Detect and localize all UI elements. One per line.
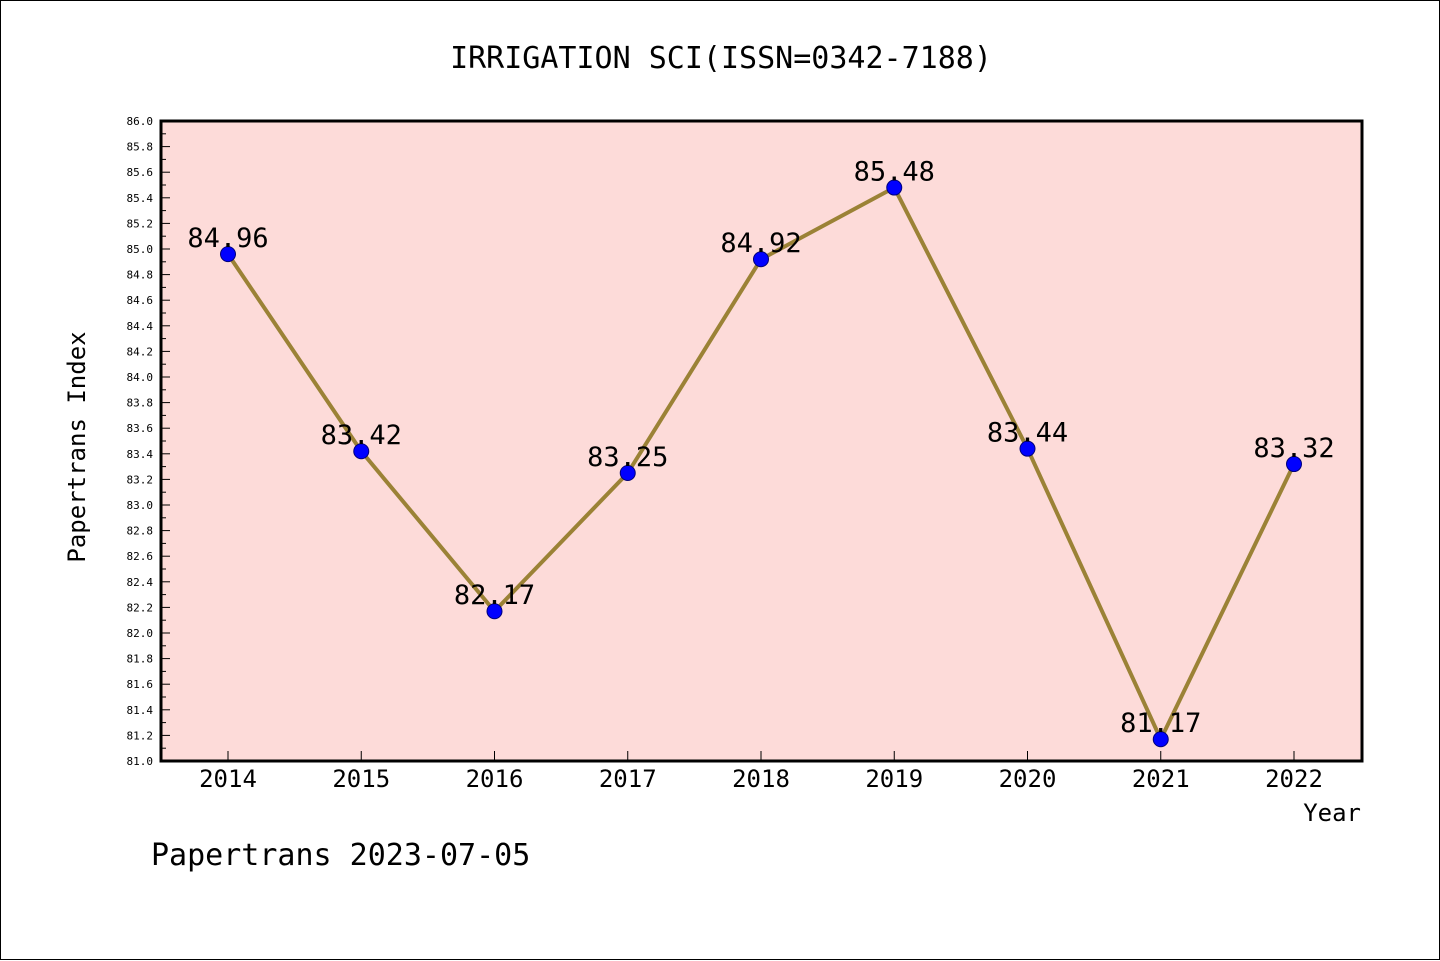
data-label: 85.48	[854, 157, 935, 188]
x-tick-label: 2015	[332, 765, 390, 793]
data-label: 84.96	[187, 223, 268, 254]
y-tick-label: 84.6	[127, 294, 154, 307]
data-label: 81.17	[1120, 708, 1201, 739]
y-tick-label: 86.0	[127, 115, 154, 128]
data-point	[353, 443, 370, 460]
data-label: 83.44	[987, 418, 1068, 449]
y-tick-label: 84.2	[127, 345, 154, 358]
y-tick-label: 81.8	[127, 653, 154, 666]
data-label: 84.92	[720, 228, 801, 259]
data-point	[1286, 456, 1302, 473]
data-point	[1152, 731, 1169, 748]
x-axis-title: Year	[1303, 799, 1361, 827]
y-tick-label: 84.8	[127, 269, 154, 282]
y-tick-label: 81.2	[127, 729, 154, 742]
x-tick-label: 2020	[999, 765, 1057, 793]
data-label: 83.32	[1253, 433, 1334, 464]
y-tick-label: 84.4	[127, 320, 154, 333]
y-tick-label: 81.6	[127, 678, 154, 691]
y-tick-label: 83.2	[127, 473, 154, 486]
y-tick-label: 82.0	[127, 627, 154, 640]
y-tick-label: 81.4	[127, 704, 154, 717]
y-tick-label: 83.8	[127, 397, 154, 410]
y-axis-title: Papertrans Index	[63, 331, 91, 562]
y-tick-label: 85.8	[127, 141, 154, 154]
x-tick-label: 2017	[599, 765, 657, 793]
data-point	[1019, 440, 1036, 457]
footer-text: Papertrans 2023-07-05	[151, 838, 530, 873]
y-tick-label: 82.8	[127, 525, 154, 538]
y-tick-label: 85.2	[127, 217, 154, 230]
x-tick-label: 2022	[1265, 765, 1323, 793]
x-tick-label: 2019	[865, 765, 923, 793]
y-tick-label: 81.0	[127, 755, 154, 768]
data-label: 83.25	[587, 442, 668, 473]
y-tick-label: 82.6	[127, 550, 154, 563]
y-axis: 81.0 81.2 81.4 81.6 81.8 82.0 82.2 82.4 82.6 82.8…	[127, 115, 170, 768]
y-tick-label: 85.0	[127, 243, 154, 256]
data-point	[220, 246, 236, 263]
data-point	[619, 465, 636, 481]
y-tick-label: 85.6	[127, 166, 154, 179]
y-tick-label: 84.0	[127, 371, 154, 384]
data-point	[886, 179, 903, 196]
data-point	[753, 251, 769, 268]
data-label: 83.42	[321, 420, 402, 451]
chart-title: IRRIGATION SCI(ISSN=0342-7188)	[450, 41, 992, 76]
y-tick-label: 85.4	[127, 192, 154, 205]
data-markers	[220, 179, 1302, 748]
plot-area	[159, 119, 1364, 763]
data-point	[486, 603, 503, 620]
data-label: 82.17	[454, 580, 535, 611]
x-tick-label: 2021	[1132, 765, 1190, 793]
y-tick-label: 83.4	[127, 448, 154, 461]
x-tick-label: 2018	[732, 765, 790, 793]
data-labels: 84.96 83.42 82.17 83.25 84.92 85.48 83.44 81.17…	[187, 157, 1334, 740]
y-tick-label: 82.4	[127, 576, 154, 589]
x-tick-label: 2014	[199, 765, 257, 793]
x-tick-label: 2016	[466, 765, 524, 793]
y-tick-label: 83.6	[127, 422, 154, 435]
y-tick-label: 82.2	[127, 601, 154, 614]
x-axis: 2014 2015 2016 2017 2018 2019 2020 2021 2022	[199, 751, 1323, 793]
y-tick-label: 83.0	[127, 499, 154, 512]
